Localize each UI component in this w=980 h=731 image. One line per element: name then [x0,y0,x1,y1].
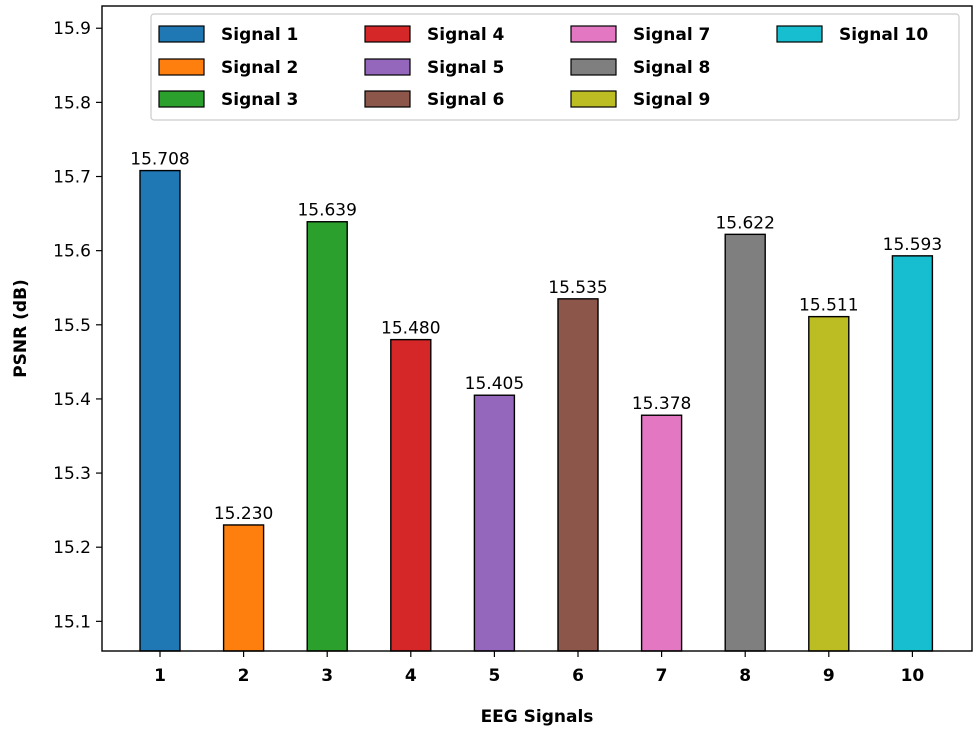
x-tick-label: 4 [405,666,417,686]
y-tick-label: 15.4 [53,390,91,410]
y-tick-label: 15.3 [53,464,91,484]
x-tick-label: 3 [321,666,333,686]
legend-swatch-signal-7 [570,25,617,43]
data-label-signal-8: 15.622 [715,213,774,233]
bar-signal-8 [724,233,766,652]
bar-signal-4 [390,338,432,652]
legend-label-signal-5: Signal 5 [427,58,504,78]
data-label-signal-9: 15.511 [799,296,858,316]
legend-swatch-signal-9 [570,90,617,108]
data-label-signal-7: 15.378 [632,394,691,414]
x-axis: 1 2 3 4 5 6 7 8 9 10 [154,651,924,686]
legend-label-signal-9: Signal 9 [633,90,710,110]
bars [139,169,934,652]
legend-label-signal-3: Signal 3 [221,90,298,110]
data-label-signal-5: 15.405 [465,374,524,394]
plot-area-frame [101,5,973,652]
legend-swatch-signal-8 [570,58,617,76]
bar-signal-6 [557,298,599,652]
legend-swatch-signal-10 [776,25,823,43]
y-tick-label: 15.5 [53,316,91,336]
data-label-signal-3: 15.639 [297,201,356,221]
x-tick-label: 10 [901,666,925,686]
bar-signal-9 [808,315,850,652]
legend: Signal 1 Signal 2 Signal 3 Signal 4 Signal 5… [150,13,960,121]
data-label-signal-4: 15.480 [381,319,440,339]
data-labels: 15.708 15.230 15.639 15.480 15.405 15.535 15.3… [130,150,942,524]
legend-swatch-signal-2 [158,58,205,76]
x-axis-label: EEG Signals [481,707,594,727]
legend-label-signal-7: Signal 7 [633,25,710,45]
legend-label-signal-6: Signal 6 [427,90,504,110]
x-tick-label: 2 [238,666,250,686]
y-axis: 15.1 15.2 15.3 15.4 15.5 15.6 15.7 15.8 15.9 [53,19,102,632]
bar-signal-7 [640,414,683,652]
x-tick-label: 7 [656,666,668,686]
y-tick-label: 15.7 [53,168,91,188]
legend-box [150,13,960,121]
bar-signal-10 [891,255,934,652]
y-tick-label: 15.1 [53,612,91,632]
x-tick-label: 8 [739,666,751,686]
y-tick-label: 15.8 [53,93,91,113]
x-tick-label: 5 [488,666,500,686]
legend-swatch-signal-1 [158,25,205,43]
legend-label-signal-1: Signal 1 [221,25,298,45]
x-tick-label: 1 [154,666,166,686]
y-axis-label: PSNR (dB) [11,279,31,378]
legend-swatch-signal-3 [158,90,205,108]
data-label-signal-2: 15.230 [214,504,273,524]
y-tick-label: 15.9 [53,19,91,39]
x-tick-label: 9 [823,666,835,686]
y-tick-label: 15.2 [53,538,91,558]
x-tick-label: 6 [572,666,584,686]
legend-label-signal-2: Signal 2 [221,58,298,78]
y-tick-label: 15.6 [53,242,91,262]
data-label-signal-10: 15.593 [883,235,942,255]
legend-swatch-signal-5 [364,58,411,76]
legend-label-signal-4: Signal 4 [427,25,505,45]
legend-label-signal-8: Signal 8 [633,58,710,78]
bar-signal-2 [222,524,265,652]
legend-label-signal-10: Signal 10 [839,25,928,45]
bar-signal-5 [473,394,516,652]
bar-signal-1 [139,169,181,652]
legend-swatch-signal-4 [364,25,411,43]
legend-swatch-signal-6 [364,90,411,108]
data-label-signal-6: 15.535 [548,278,607,298]
data-label-signal-1: 15.708 [130,150,189,170]
bar-signal-3 [306,221,348,652]
